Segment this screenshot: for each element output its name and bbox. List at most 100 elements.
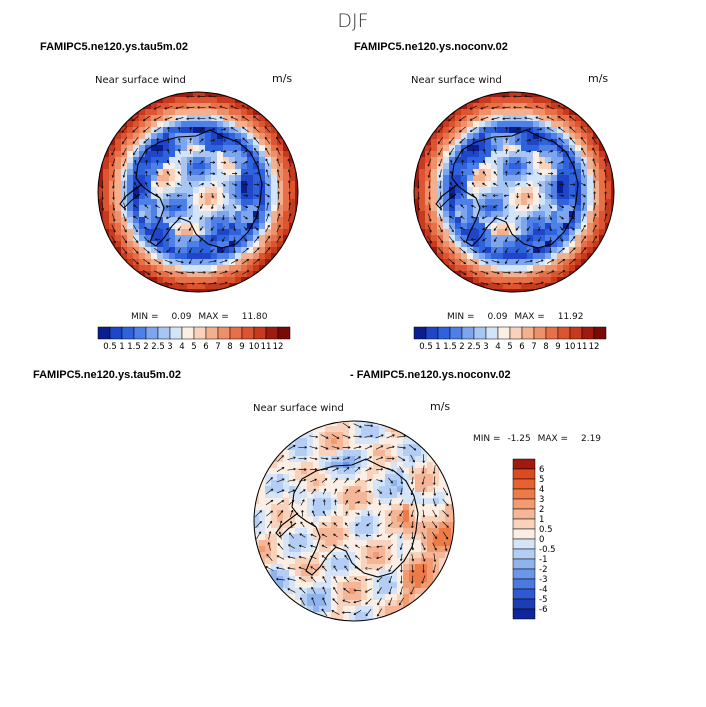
colorbar-box [193, 326, 207, 340]
wind-vector [376, 556, 383, 560]
wind-vector [197, 106, 206, 109]
wind-vector [278, 531, 282, 540]
min-label: MIN = [131, 312, 159, 322]
panel-3-title-line2: - FAMIPC5.ne120.ys.noconv.02 [350, 369, 511, 381]
wind-vector [378, 499, 381, 506]
wind-vector [277, 202, 281, 211]
wind-vector [230, 270, 239, 275]
wind-vector [266, 520, 273, 529]
wind-vector [221, 237, 226, 242]
wind-vector [387, 544, 394, 549]
wind-vector [264, 126, 271, 133]
wind-vector [156, 137, 159, 144]
wind-vector [310, 576, 317, 583]
wind-vector [354, 544, 360, 549]
wind-vector [515, 160, 520, 165]
wind-vector [536, 161, 543, 164]
wind-vector [546, 105, 555, 110]
wind-vector [459, 258, 467, 265]
wind-vector [448, 236, 455, 244]
wind-vector [287, 588, 296, 593]
min-label: MIN = [447, 312, 475, 322]
colorbar-tick-label: 0.5 [419, 342, 433, 352]
wind-vector [155, 182, 160, 187]
wind-vector [516, 192, 519, 199]
wind-vector [276, 489, 285, 494]
wind-vector [458, 115, 467, 122]
wind-vector [243, 172, 249, 175]
wind-vector [557, 115, 566, 121]
wind-vector [265, 224, 270, 233]
colorbar-tick-label: 4 [495, 342, 500, 352]
antarctica-coastline [291, 458, 419, 578]
wind-vector [387, 522, 393, 527]
panel-2-colorbar: 0.5 1 1.5 2 2.5 3 4 5 6 7 8 9 10 11 12 [413, 326, 607, 352]
colorbar-box [521, 326, 535, 340]
wind-vector [427, 213, 432, 222]
wind-vector [502, 95, 511, 98]
wind-vector [164, 116, 173, 121]
colorbar-box [157, 326, 171, 340]
wind-vector [505, 137, 508, 144]
colorbar-tick-label: 5 [507, 342, 512, 352]
wind-vector [559, 194, 565, 197]
wind-vector [331, 457, 340, 460]
wind-vector [365, 545, 372, 548]
map-border [97, 91, 299, 293]
wind-vector [288, 213, 292, 222]
wind-vector [298, 566, 307, 571]
wind-vector [210, 182, 215, 187]
wind-vector [219, 281, 228, 285]
wind-vector [153, 259, 162, 264]
wind-vector [448, 258, 455, 265]
wind-vector [581, 213, 586, 222]
wind-vector [400, 564, 403, 573]
wind-vector [480, 116, 489, 121]
wind-vector [526, 139, 532, 142]
wind-vector [331, 434, 340, 439]
wind-vector [480, 281, 489, 286]
wind-vector [526, 182, 531, 187]
wind-vector [221, 248, 226, 253]
wind-vector [527, 204, 530, 210]
wind-vector [538, 214, 541, 221]
wind-vector [253, 247, 260, 254]
wind-vector [427, 158, 432, 167]
wind-vector [442, 510, 449, 517]
wind-vector [211, 193, 214, 199]
wind-vector [133, 215, 138, 220]
wind-vector [241, 115, 250, 121]
colorbar-box [512, 508, 536, 520]
wind-vector [177, 182, 182, 187]
wind-vector [460, 226, 465, 231]
wind-vector [537, 237, 542, 242]
wind-vector [410, 510, 414, 518]
wind-vector [493, 226, 498, 231]
wind-vector [323, 499, 326, 506]
colorbar-tick-label: 8 [543, 342, 548, 352]
max-label: MAX = [198, 312, 229, 322]
wind-vector [482, 171, 487, 176]
wind-vector [580, 126, 587, 133]
wind-vector [253, 137, 260, 144]
wind-vector [153, 116, 162, 121]
wind-vector [460, 204, 465, 209]
wind-vector [559, 205, 565, 208]
wind-vector [355, 489, 361, 494]
panel-3-difference-map [253, 420, 455, 622]
wind-vector [581, 158, 586, 167]
wind-vector [233, 215, 236, 221]
max-value: 11.80 [241, 312, 268, 322]
wind-vector [222, 226, 225, 232]
wind-vector [166, 171, 171, 176]
wind-vector [377, 587, 382, 595]
wind-vector [535, 270, 544, 275]
wind-vector [410, 454, 415, 463]
wind-vector [536, 150, 543, 153]
wind-vector [593, 180, 596, 189]
wind-vector [188, 204, 193, 209]
wind-vector [321, 608, 328, 617]
wind-vector [421, 531, 426, 540]
wind-vector [199, 204, 204, 209]
